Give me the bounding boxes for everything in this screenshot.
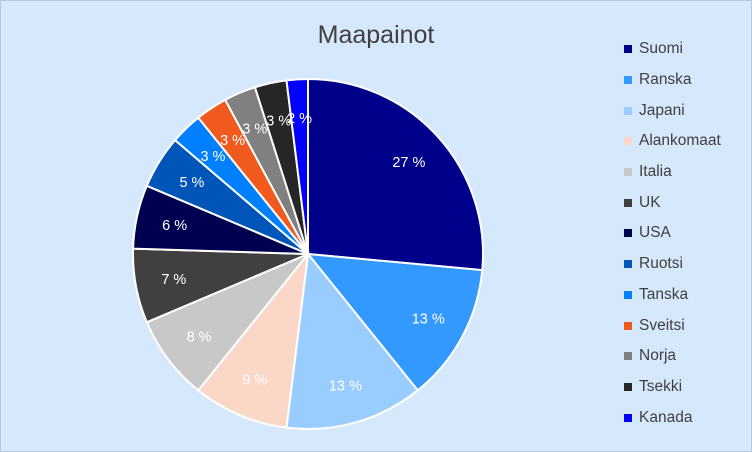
legend-swatch xyxy=(624,260,632,269)
legend-swatch xyxy=(624,106,632,115)
pie-slice-ranska xyxy=(305,252,484,392)
data-label-kanada: 2 % xyxy=(287,111,312,127)
legend-label: USA xyxy=(639,224,671,242)
data-label-sveitsi: 3 % xyxy=(220,133,245,149)
legend-item-suomi: Suomi xyxy=(624,34,749,65)
data-label-ruotsi: 5 % xyxy=(179,175,204,191)
pie-slice-japani xyxy=(285,251,420,430)
legend-label: Ruotsi xyxy=(639,255,683,273)
data-label-norja: 3 % xyxy=(242,121,267,137)
legend-item-tanska: Tanska xyxy=(624,280,749,311)
legend-label: Tsekki xyxy=(639,377,683,395)
legend-label: Suomi xyxy=(639,40,683,58)
legend-swatch xyxy=(624,382,632,391)
legend-label: Kanada xyxy=(639,408,693,426)
legend-item-tsekki: Tsekki xyxy=(624,372,749,403)
data-label-ranska: 13 % xyxy=(412,312,445,328)
legend-label: Ranska xyxy=(639,71,692,89)
legend-label: Tanska xyxy=(639,285,689,303)
data-label-italia: 8 % xyxy=(187,329,212,345)
legend-label: Norja xyxy=(639,347,677,365)
legend-item-japani: Japani xyxy=(624,95,749,126)
data-label-japani: 13 % xyxy=(329,378,362,394)
legend-swatch xyxy=(624,76,632,85)
legend-label: Italia xyxy=(639,163,672,181)
legend-label: Sveitsi xyxy=(639,316,685,334)
data-label-usa: 6 % xyxy=(162,218,187,234)
legend-swatch xyxy=(624,137,632,146)
pie-slice-alankomaat xyxy=(196,250,310,429)
data-label-tanska: 3 % xyxy=(200,149,225,165)
legend: Suomi Ranska Japani Alankomaat Italia UK USA Ru… xyxy=(624,34,749,433)
legend-item-italia: Italia xyxy=(624,157,749,188)
chart-title: Maapainot xyxy=(317,21,435,49)
data-label-tsekki: 3 % xyxy=(266,114,291,130)
legend-item-norja: Norja xyxy=(624,341,749,372)
legend-item-ranska: Ranska xyxy=(624,65,749,96)
legend-item-alankomaat: Alankomaat xyxy=(624,126,749,157)
legend-swatch xyxy=(624,290,632,299)
pie-slice-suomi xyxy=(307,77,484,272)
data-label-suomi: 27 % xyxy=(392,155,425,171)
legend-label: Alankomaat xyxy=(639,132,721,150)
data-label-alankomaat: 9 % xyxy=(242,373,267,389)
legend-swatch xyxy=(624,352,632,361)
legend-swatch xyxy=(624,198,632,207)
legend-label: Japani xyxy=(639,101,685,119)
legend-item-usa: USA xyxy=(624,218,749,249)
legend-swatch xyxy=(624,321,632,330)
legend-item-uk: UK xyxy=(624,187,749,218)
data-label-uk: 7 % xyxy=(161,272,186,288)
legend-item-sveitsi: Sveitsi xyxy=(624,310,749,341)
legend-item-kanada: Kanada xyxy=(624,402,749,433)
legend-label: UK xyxy=(639,193,661,211)
legend-swatch xyxy=(624,413,632,422)
legend-item-ruotsi: Ruotsi xyxy=(624,249,749,280)
legend-swatch xyxy=(624,229,632,238)
legend-swatch xyxy=(624,45,632,54)
legend-swatch xyxy=(624,168,632,177)
pie-slice-kanada xyxy=(285,77,309,255)
